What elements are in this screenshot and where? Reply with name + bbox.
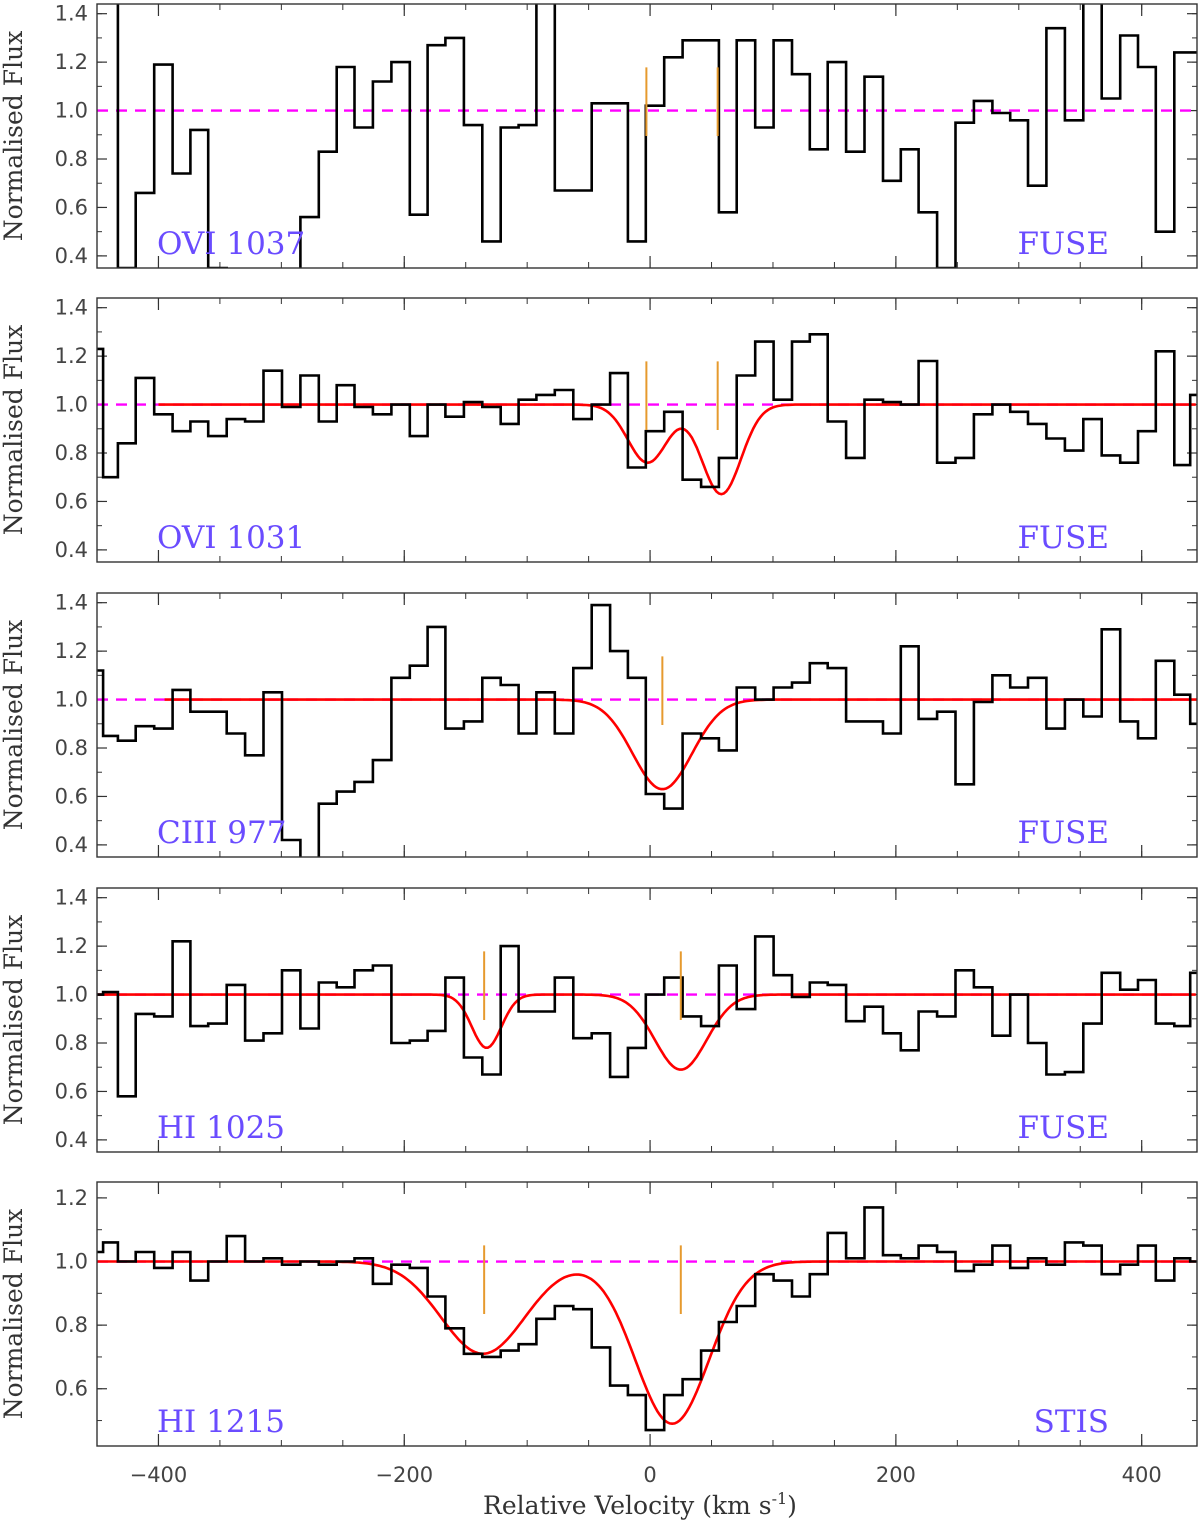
y-tick-label: 1.4 [55,296,88,320]
y-tick-label: 0.4 [55,244,88,268]
panel-frame [96,3,1198,269]
x-axis-title: Relative Velocity (km s-1) [483,1489,797,1520]
y-tick-label: 1.0 [55,1250,88,1274]
flux-histogram [97,333,1197,489]
y-tick-label: 1.2 [55,639,88,663]
ion-label: OVI 1031 [157,520,305,556]
y-tick-label: 0.6 [55,784,88,808]
fit-curve [164,698,1197,791]
y-tick-label: 0.4 [55,833,88,857]
y-tick-label: 0.8 [55,441,88,465]
y-axis-title: Normalised Flux [0,915,28,1126]
panel-frame [96,887,1198,1153]
y-axis-title: Normalised Flux [0,1209,28,1420]
panel-hi-1215: 0.6 0.8 1.0 1.2 −400 −200 0 200 400 HI 1215 STIS No… [0,1181,1198,1487]
y-tick-label: 1.0 [55,688,88,712]
y-tick-label: 1.0 [55,393,88,417]
y-tick-label: 1.2 [55,934,88,958]
flux-histogram [97,1206,1197,1432]
instrument-label: FUSE [1017,226,1109,262]
x-tick-label: 400 [1122,1463,1162,1487]
y-tick-label: 0.4 [55,538,88,562]
flux-histogram [116,4,1197,268]
y-tick-label: 0.6 [55,489,88,513]
y-tick-label: 0.8 [55,147,88,171]
x-tick-label: 0 [643,1463,656,1487]
y-tick-label: 1.0 [55,983,88,1007]
fit-curve [158,403,1196,496]
y-tick-label: 1.2 [55,344,88,368]
y-tick-label: 0.4 [55,1128,88,1152]
panel-frame [96,592,1198,858]
y-axis-title: Normalised Flux [0,620,28,831]
instrument-label: STIS [1034,1404,1109,1440]
fit-curve [97,1260,1196,1426]
y-tick-label: 0.6 [55,195,88,219]
panel-hi-1025: 0.4 0.6 0.8 1.0 1.2 1.4 HI 1025 FUSE Normalised … [0,886,1198,1153]
instrument-label: FUSE [1017,520,1109,556]
y-tick-label: 1.2 [55,1186,88,1210]
panels: 0.4 0.6 0.8 1.0 1.2 1.4 OVI 1037 FUSE Normalised… [0,2,1198,1487]
y-tick-label: 1.4 [55,2,88,26]
panel-ciii-977: 0.4 0.6 0.8 1.0 1.2 1.4 CIII 977 FUSE Normalised… [0,591,1198,858]
panel-ovi-1031: 0.4 0.6 0.8 1.0 1.2 1.4 OVI 1031 FUSE Normalised… [0,296,1198,563]
y-tick-label: 1.4 [55,886,88,910]
y-axis-title: Normalised Flux [0,325,28,536]
ion-label: HI 1025 [157,1110,285,1146]
y-tick-label: 1.2 [55,50,88,74]
y-tick-label: 0.8 [55,736,88,760]
ion-label: HI 1215 [157,1404,285,1440]
y-axis-title: Normalised Flux [0,31,28,242]
y-tick-label: 1.4 [55,591,88,615]
x-tick-label: 200 [876,1463,916,1487]
panel-ovi-1037: 0.4 0.6 0.8 1.0 1.2 1.4 OVI 1037 FUSE Normalised… [0,2,1198,269]
ion-label: OVI 1037 [157,226,305,262]
panel-frame [96,1181,1198,1447]
x-tick-label: −200 [375,1463,433,1487]
flux-histogram [97,935,1197,1098]
y-tick-label: 0.8 [55,1313,88,1337]
ion-label: CIII 977 [157,815,286,851]
y-tick-label: 1.0 [55,99,88,123]
y-tick-label: 0.6 [55,1079,88,1103]
instrument-label: FUSE [1017,815,1109,851]
x-tick-label: −400 [130,1463,188,1487]
instrument-label: FUSE [1017,1110,1109,1146]
flux-histogram [97,603,1197,857]
y-tick-label: 0.8 [55,1031,88,1055]
panel-frame [96,297,1198,563]
y-tick-label: 0.6 [55,1377,88,1401]
